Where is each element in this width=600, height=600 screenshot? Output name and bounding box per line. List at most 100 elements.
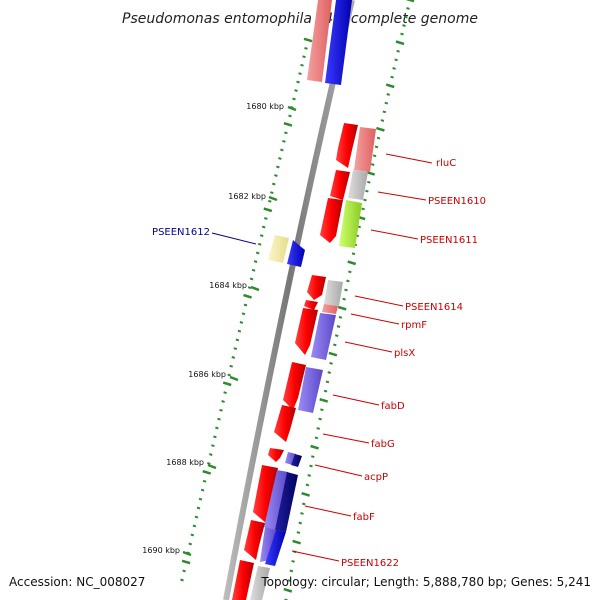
ring-tick xyxy=(302,502,306,506)
ring-tick xyxy=(288,114,292,118)
ring-tick xyxy=(294,89,298,92)
gene-block[interactable] xyxy=(311,313,336,360)
gene-block[interactable] xyxy=(354,127,376,172)
gene-label-acpp[interactable]: acpP xyxy=(364,472,388,483)
ring-tick xyxy=(222,381,232,387)
gene-block[interactable] xyxy=(274,405,296,442)
gene-block[interactable] xyxy=(253,465,278,523)
ring-tick xyxy=(270,191,274,195)
ring-tick xyxy=(300,63,304,67)
ring-tick xyxy=(365,189,369,193)
ring-tick xyxy=(400,32,404,36)
gene-label-pseen1611[interactable]: PSEEN1611 xyxy=(420,235,478,246)
gene-block[interactable] xyxy=(244,520,265,560)
ring-tick xyxy=(196,506,201,510)
ring-tick xyxy=(255,251,260,255)
ring-tick xyxy=(372,154,377,158)
gene-block[interactable] xyxy=(324,280,343,306)
gene-block[interactable] xyxy=(348,170,368,200)
scale-label-1682: 1682 kbp xyxy=(228,192,266,201)
ring-tick xyxy=(221,400,225,403)
leader-line xyxy=(354,295,404,307)
ring-tick xyxy=(207,462,211,465)
leader-line xyxy=(370,229,419,240)
ring-tick xyxy=(289,569,294,573)
gene-block[interactable] xyxy=(307,275,326,300)
ring-tick xyxy=(237,329,242,333)
gene-labels: PSEEN1612 rluC PSEEN1610 PSEEN1611 PSEEN… xyxy=(152,158,486,569)
ring-tick xyxy=(198,497,203,501)
ring-tick xyxy=(337,305,347,311)
gene-label-fabd[interactable]: fabD xyxy=(381,401,405,412)
gene-block[interactable] xyxy=(322,304,338,314)
ring-tick xyxy=(202,479,207,483)
gene-block[interactable] xyxy=(275,472,298,532)
ring-tick xyxy=(319,398,329,403)
ring-tick xyxy=(329,361,333,365)
gene-label-fabf[interactable]: fabF xyxy=(353,512,375,523)
ring-tick xyxy=(202,470,212,475)
gene-block[interactable] xyxy=(260,527,276,562)
ring-tick xyxy=(188,542,192,546)
scale-label-1688: 1688 kbp xyxy=(166,458,204,467)
ring-tick xyxy=(283,587,293,593)
ring-tick xyxy=(261,225,266,229)
gene-block[interactable] xyxy=(268,448,284,462)
gene-label-pseen1614[interactable]: PSEEN1614 xyxy=(405,302,463,313)
gene-block[interactable] xyxy=(250,566,270,600)
gene-block[interactable] xyxy=(265,530,286,566)
ring-tick xyxy=(263,207,273,213)
ring-tick xyxy=(342,297,346,301)
gene-block[interactable] xyxy=(320,198,343,243)
scale-tick xyxy=(207,463,217,470)
genome-title: Pseudomonas entomophila L48, complete ge… xyxy=(122,11,478,27)
gene-label-pseen1622[interactable]: PSEEN1622 xyxy=(341,558,399,569)
gene-block xyxy=(325,0,352,85)
gene-block[interactable] xyxy=(298,367,323,413)
gene-label-rluc[interactable]: rluC xyxy=(436,158,456,169)
gene-block[interactable] xyxy=(232,560,254,600)
ring-tick xyxy=(307,474,311,477)
ring-tick xyxy=(305,483,310,487)
gene-block[interactable] xyxy=(304,300,318,310)
gene-block[interactable] xyxy=(264,470,288,530)
ring-tick xyxy=(380,119,385,122)
gene-label-rpmf[interactable]: rpmF xyxy=(401,320,427,331)
gene-label-fabg[interactable]: fabG xyxy=(371,439,395,450)
gene-block[interactable] xyxy=(330,170,350,200)
gene-block[interactable] xyxy=(291,454,302,467)
ring-tick xyxy=(374,145,379,149)
leader-line xyxy=(211,232,257,245)
ring-tick xyxy=(338,315,343,319)
gene-block[interactable] xyxy=(283,362,306,410)
gene-label-plsx[interactable]: plsX xyxy=(394,348,415,359)
ring-tick xyxy=(366,171,376,176)
ring-tick xyxy=(348,270,352,274)
gene-label-pseen1610[interactable]: PSEEN1610 xyxy=(428,196,486,207)
ring-tick xyxy=(287,579,292,583)
gene-label-pseen1612[interactable]: PSEEN1612 xyxy=(152,227,210,238)
gene-block[interactable] xyxy=(287,240,305,267)
gene-block[interactable] xyxy=(339,200,362,248)
scale-label-1680: 1680 kbp xyxy=(246,102,284,111)
ring-tick xyxy=(233,347,238,351)
ring-tick xyxy=(334,334,339,338)
ring-tick xyxy=(278,157,282,160)
gene-block-pseen1612[interactable] xyxy=(268,235,289,263)
ring-tick xyxy=(243,303,248,307)
accession-text: Accession: NC_008027 xyxy=(9,575,145,589)
ring-tick xyxy=(274,174,278,177)
ring-tick xyxy=(323,389,328,393)
ring-tick xyxy=(211,444,215,448)
gene-block[interactable] xyxy=(295,308,318,355)
ring-tick xyxy=(311,455,315,459)
ring-tick xyxy=(298,521,302,525)
leader-line xyxy=(304,505,352,517)
leader-line xyxy=(385,153,433,164)
scale-labels: 1680 kbp 1682 kbp 1684 kbp 1686 kbp 1688… xyxy=(142,102,297,557)
leader-line xyxy=(314,464,363,477)
outer-tick-ring xyxy=(283,0,415,600)
gene-block[interactable] xyxy=(336,123,358,168)
ring-tick xyxy=(239,321,244,324)
